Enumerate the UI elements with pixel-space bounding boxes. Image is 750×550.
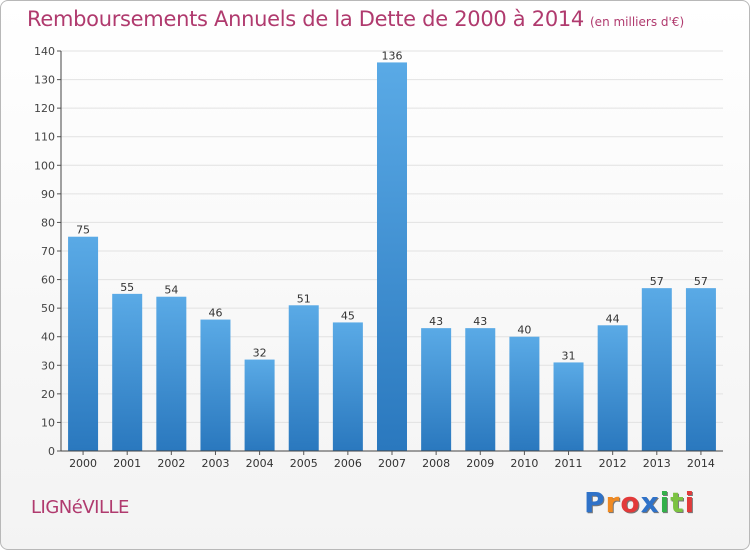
y-tick-label: 20 xyxy=(41,388,55,401)
x-tick-label: 2013 xyxy=(643,457,671,470)
proxiti-logo[interactable]: Proxiti xyxy=(584,486,695,519)
data-label: 43 xyxy=(429,315,443,328)
bar-2008 xyxy=(421,328,452,451)
bar-2005 xyxy=(288,305,319,451)
logo-letter: P xyxy=(584,486,606,519)
bar-2011 xyxy=(553,362,584,451)
x-tick-label: 2004 xyxy=(246,457,274,470)
x-tick-label: 2005 xyxy=(290,457,318,470)
x-axis: 2000 2001 2002 2003 2004 2005 2006 2007 2008 2009… xyxy=(61,450,723,470)
y-tick-label: 110 xyxy=(34,131,55,144)
bar-2014 xyxy=(685,288,716,451)
logo-letter: x xyxy=(640,486,660,519)
data-label: 54 xyxy=(164,284,178,297)
data-label: 75 xyxy=(76,224,90,237)
bar-2002 xyxy=(156,296,187,451)
x-tick-label: 2006 xyxy=(334,457,362,470)
data-label: 43 xyxy=(473,315,487,328)
chart-title-text: Remboursements Annuels de la Dette de 20… xyxy=(27,7,584,31)
bar-2003 xyxy=(200,319,231,451)
data-label: 44 xyxy=(606,312,620,325)
data-label: 57 xyxy=(694,275,708,288)
bar-2006 xyxy=(332,322,363,451)
data-label: 31 xyxy=(562,349,576,362)
y-tick-label: 70 xyxy=(41,245,55,258)
y-tick-label: 40 xyxy=(41,331,55,344)
y-tick-label: 10 xyxy=(41,416,55,429)
y-tick-label: 120 xyxy=(34,102,55,115)
chart-unit: (en milliers d'€) xyxy=(590,15,685,29)
bar-2007 xyxy=(377,62,407,452)
x-tick-label: 2014 xyxy=(687,457,715,470)
y-tick-label: 80 xyxy=(41,216,55,229)
x-tick-label: 2008 xyxy=(422,457,450,470)
x-tick-label: 2012 xyxy=(599,457,627,470)
data-label: 46 xyxy=(208,307,222,320)
x-tick-label: 2000 xyxy=(69,457,97,470)
x-tick-label: 2001 xyxy=(113,457,141,470)
x-tick-label: 2010 xyxy=(510,457,538,470)
y-axis: 0 10 20 30 40 50 60 70 80 90 100 110 120 130 140 xyxy=(34,45,62,458)
bar-2001 xyxy=(112,293,143,451)
data-label: 40 xyxy=(517,324,531,337)
bar-2000 xyxy=(68,236,99,451)
data-labels: 75 55 54 46 32 51 45 136 43 43 40 31 44 57 57 xyxy=(76,49,708,362)
data-label: 45 xyxy=(341,309,355,322)
y-tick-label: 60 xyxy=(41,274,55,287)
x-tick-label: 2011 xyxy=(555,457,583,470)
x-tick-label: 2007 xyxy=(378,457,406,470)
y-tick-label: 130 xyxy=(34,74,55,87)
chart-title: Remboursements Annuels de la Dette de 20… xyxy=(27,7,684,31)
data-label: 57 xyxy=(650,275,664,288)
data-label: 51 xyxy=(297,292,311,305)
data-label: 32 xyxy=(253,347,267,360)
y-tick-label: 50 xyxy=(41,302,55,315)
x-tick-label: 2003 xyxy=(201,457,229,470)
bar-2013 xyxy=(641,288,672,451)
bar-2010 xyxy=(509,336,540,451)
data-label: 55 xyxy=(120,281,134,294)
y-tick-label: 100 xyxy=(34,159,55,172)
y-tick-label: 30 xyxy=(41,359,55,372)
bar-2009 xyxy=(465,328,496,451)
x-tick-label: 2009 xyxy=(466,457,494,470)
x-tick-label: 2002 xyxy=(157,457,185,470)
bar-2012 xyxy=(597,325,628,451)
y-tick-label: 90 xyxy=(41,188,55,201)
bars xyxy=(68,62,716,452)
y-tick-label: 0 xyxy=(48,445,55,458)
logo-letter: t xyxy=(670,486,685,519)
bar-2004 xyxy=(244,359,275,451)
data-label: 136 xyxy=(382,49,403,62)
commune-name: LIGNéVILLE xyxy=(31,497,129,518)
y-tick-label: 140 xyxy=(34,45,55,58)
logo-letter: i xyxy=(684,486,696,519)
logo-letter: i xyxy=(659,486,671,519)
logo-letter: r xyxy=(605,486,621,519)
logo-letter: o xyxy=(620,486,641,519)
